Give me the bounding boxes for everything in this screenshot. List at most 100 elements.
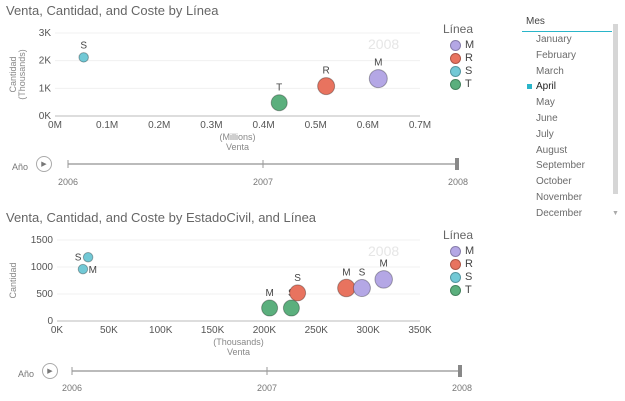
mes-item-december[interactable]: December: [536, 207, 583, 219]
mes-item-march[interactable]: March: [536, 65, 564, 77]
mes-item-may[interactable]: May: [536, 97, 555, 109]
legend-swatch: [450, 271, 461, 283]
play-axis-handle: [455, 158, 459, 170]
mes-scrollbar[interactable]: [613, 24, 618, 194]
chart2-plot[interactable]: 2008 0 500 1000 1500 0K 50K 100K 150K 200K 250K 300…: [0, 228, 440, 363]
chart1-point: [78, 52, 89, 63]
chart2-x-tick-label: 50K: [100, 325, 118, 336]
chart2-x-tick-label: 300K: [356, 325, 380, 336]
mes-slicer: Mes January February March April May June July…: [522, 14, 619, 224]
chart2-watermark: 2008: [368, 243, 399, 259]
chart1-plot[interactable]: 2008 0K 1K 2K 3K 0M 0.1M 0.2M 0.3M 0.4M 0.5M 0.6M 0.…: [0, 20, 440, 160]
mes-item-february[interactable]: February: [536, 49, 577, 61]
legend-item-r[interactable]: R: [450, 258, 473, 270]
mes-item-january[interactable]: January: [536, 34, 572, 45]
chart2-legend-title: Línea: [443, 228, 474, 242]
play-axis-start-2: 2006: [62, 383, 83, 393]
play-axis-mid-2: 2007: [257, 383, 278, 393]
mes-item-april[interactable]: April: [526, 81, 557, 93]
chart1-point-label: T: [276, 83, 282, 94]
legend-swatch: [450, 245, 461, 257]
chart2-x-axis-label: Venta: [227, 347, 250, 357]
play-axis-label: Año: [12, 162, 29, 172]
legend-item-s[interactable]: S: [450, 271, 472, 283]
mes-item-july[interactable]: July: [536, 128, 554, 140]
chart2-y-tick-label: 1500: [31, 235, 54, 246]
chart2-x-tick-label: 150K: [201, 325, 225, 336]
chart1-x-axis-label: Venta: [226, 142, 249, 152]
mes-item-june[interactable]: June: [536, 113, 558, 124]
mes-slicer-underline: [522, 31, 612, 32]
chart2-x-tick-label: 200K: [253, 325, 277, 336]
chart2-x-axis-unit: (Thousands): [213, 337, 264, 347]
chart2-point-label: M: [265, 288, 273, 299]
play-button-2[interactable]: ▶: [42, 363, 58, 379]
chart2-y-tick-label: 1000: [31, 262, 54, 273]
chart2-y-axis-label: Cantidad: [8, 262, 18, 298]
chart2-point: [82, 252, 94, 263]
mes-item-november[interactable]: November: [536, 192, 583, 203]
chart1-point-label: S: [80, 41, 87, 52]
play-axis-track[interactable]: [60, 156, 466, 176]
chart2-point-label: S: [75, 252, 82, 263]
chart1-point-label: R: [323, 66, 330, 77]
legend-label: R: [465, 258, 473, 270]
mes-slicer-list: January February March April May June July Augu…: [522, 34, 612, 224]
legend-item-t[interactable]: T: [450, 78, 472, 90]
chart1-x-tick-label: 0M: [48, 120, 62, 131]
legend-label: S: [465, 271, 473, 283]
chart1-watermark: 2008: [368, 36, 399, 52]
legend-swatch: [450, 52, 461, 64]
chart2-point: [282, 299, 300, 317]
play-axis-start: 2006: [58, 177, 79, 187]
chart2-point: [289, 284, 307, 302]
chart1-y-tick-label: 2K: [39, 56, 52, 67]
chart1-y-tick-label: 0K: [39, 111, 52, 122]
legend-label: T: [465, 78, 472, 90]
legend-label: M: [465, 245, 475, 257]
legend-swatch: [450, 65, 461, 77]
chart2-point-label: S: [294, 273, 301, 284]
chart2-x-tick-label: 250K: [305, 325, 329, 336]
chart1-title: Venta, Cantidad, and Coste by Línea: [6, 3, 219, 18]
play-button[interactable]: ▶: [36, 156, 52, 172]
chart1-x-tick-label: 0.5M: [305, 120, 327, 131]
mes-item-august[interactable]: August: [536, 144, 568, 156]
chart1-point: [317, 77, 336, 96]
legend-label: M: [465, 39, 475, 51]
chart2-point: [374, 270, 393, 289]
play-axis-end-2: 2008: [452, 383, 473, 393]
chart1-x-tick-label: 0.7M: [409, 120, 431, 131]
chart1-y-tick-label: 3K: [39, 28, 52, 39]
chart1-x-tick-label: 0.4M: [252, 120, 274, 131]
legend-item-m[interactable]: M: [450, 245, 474, 257]
scroll-down-icon[interactable]: ▼: [612, 210, 619, 217]
mes-item-september[interactable]: September: [536, 160, 585, 172]
chart2-point: [352, 279, 371, 298]
mes-slicer-header: Mes: [526, 16, 545, 27]
legend-item-t[interactable]: T: [450, 284, 472, 296]
chart2-y-tick-label: 500: [36, 289, 53, 300]
chart1-point: [368, 69, 388, 89]
chart1-x-axis-unit: (Millions): [220, 132, 256, 142]
chart2-point-label: M: [342, 267, 350, 278]
chart1-point: [270, 94, 288, 112]
legend-swatch: [450, 284, 461, 296]
mes-item-october[interactable]: October: [536, 176, 572, 188]
chart1-point-label: M: [374, 58, 382, 69]
play-axis-end: 2008: [448, 177, 469, 187]
chart2-point: [337, 278, 356, 298]
play-axis-track-2[interactable]: [64, 363, 470, 383]
play-axis-mid: 2007: [253, 177, 274, 187]
play-icon: ▶: [47, 368, 53, 375]
chart2-point: [77, 263, 89, 275]
legend-swatch: [450, 39, 461, 51]
legend-item-m[interactable]: M: [450, 39, 474, 51]
legend-item-r[interactable]: R: [450, 52, 473, 64]
legend-item-s[interactable]: S: [450, 65, 472, 77]
play-icon: ▶: [41, 161, 47, 168]
chart2-y-tick-label: 0: [47, 316, 53, 327]
legend-swatch: [450, 258, 461, 270]
chart1-x-tick-label: 0.2M: [148, 120, 170, 131]
chart1-legend-title: Línea: [443, 22, 474, 36]
